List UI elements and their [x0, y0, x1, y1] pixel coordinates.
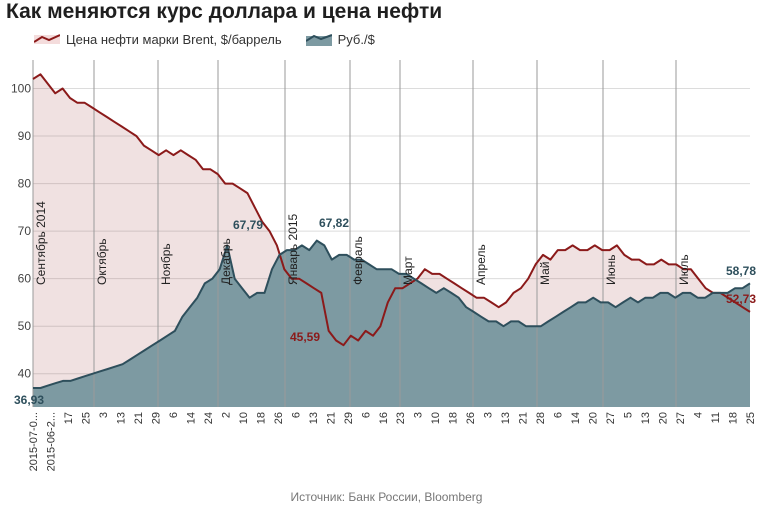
- x-tick-label: 13: [640, 412, 652, 424]
- x-tick-label: 3: [98, 412, 110, 418]
- x-tick-label: 6: [553, 412, 565, 418]
- month-labels: Сентябрь 2014 Октябрь Ноябрь Декабрь Январь …: [34, 201, 691, 285]
- y-tick-label: 90: [18, 129, 32, 143]
- x-tick-label: 18: [255, 412, 267, 424]
- legend-item-rub[interactable]: Руб./$: [305, 31, 375, 47]
- month-label: Декабрь: [219, 238, 233, 285]
- x-tick-label: 13: [308, 412, 320, 424]
- y-tick-label: 50: [18, 319, 32, 333]
- data-label: 67,82: [319, 216, 349, 230]
- month-label: Июнь: [604, 254, 618, 285]
- data-label: 45,59: [290, 330, 320, 344]
- data-label: 58,78: [726, 264, 756, 278]
- data-label: 36,93: [14, 393, 44, 407]
- source-note: Источник: Банк России, Bloomberg: [290, 490, 483, 504]
- oil-price-line: [32, 73, 751, 347]
- x-tick-label: 2015-07-0...: [28, 412, 40, 471]
- rub-line: [33, 239, 751, 389]
- rub-usd-line: [33, 239, 751, 389]
- x-tick-label: 13: [115, 412, 127, 424]
- x-tick-label: 10: [238, 412, 250, 424]
- x-tick-label: 6: [290, 412, 302, 418]
- x-tick-label: 6: [360, 412, 372, 418]
- x-tick-label: 5: [623, 412, 635, 418]
- legend-item-oil[interactable]: Цена нефти марки Brent, $/баррель: [34, 32, 282, 47]
- x-tick-label: 4: [693, 412, 705, 418]
- month-dividers: [32, 60, 677, 407]
- month-label: Октябрь: [95, 238, 109, 285]
- x-tick-label: 10: [430, 412, 442, 424]
- month-label: Март: [401, 256, 415, 285]
- x-tick-label: 2015-06-2...: [45, 412, 57, 471]
- data-label: 52,73: [726, 292, 756, 306]
- data-labels: 36,93 67,79 67,82 45,59 58,78 52,73: [14, 216, 756, 407]
- x-tick-label: 21: [518, 412, 530, 424]
- rub-area: [33, 240, 750, 407]
- legend: Цена нефти марки Brent, $/баррель Руб./$: [34, 30, 399, 48]
- x-tick-label: 18: [448, 412, 460, 424]
- month-label: Ноябрь: [159, 243, 173, 285]
- x-tick-label: 23: [395, 412, 407, 424]
- rub-area-fill: [33, 240, 750, 407]
- chart-title: Как меняются курс доллара и цена нефти: [6, 0, 443, 23]
- data-label: 67,79: [233, 218, 263, 232]
- rub-legend-icon: [305, 34, 332, 46]
- x-axis: 2015-07-0... 2015-06-2... 17 25 3 13 21 29 6 14 24…: [28, 412, 757, 471]
- x-tick-label: 20: [658, 412, 670, 424]
- x-tick-label: 11: [710, 412, 722, 423]
- x-tick-label: 21: [133, 412, 145, 424]
- y-tick-label: 80: [18, 177, 32, 191]
- x-tick-label: 24: [203, 412, 215, 424]
- x-tick-label: 29: [150, 412, 162, 424]
- month-label: Февраль: [351, 236, 365, 285]
- x-tick-label: 2: [220, 412, 232, 418]
- legend-label-rub: Руб./$: [337, 31, 375, 47]
- x-tick-label: 26: [465, 412, 477, 424]
- oil-line: [32, 73, 751, 347]
- x-tick-label: 3: [413, 412, 425, 418]
- month-label: Апрель: [474, 244, 488, 285]
- month-label: Июль: [677, 254, 691, 285]
- x-tick-label: 27: [675, 412, 687, 424]
- x-tick-label: 14: [185, 412, 197, 424]
- x-tick-label: 20: [588, 412, 600, 424]
- x-tick-label: 6: [168, 412, 180, 418]
- month-label: Январь 2015: [286, 214, 300, 285]
- y-axis: 40 50 60 70 80 90 100: [11, 82, 31, 381]
- x-tick-label: 18: [728, 412, 740, 424]
- x-tick-label: 3: [483, 412, 495, 418]
- x-tick-label: 28: [535, 412, 547, 424]
- y-tick-label: 70: [18, 224, 32, 238]
- y-tick-label: 100: [11, 82, 31, 96]
- x-tick-label: 13: [500, 412, 512, 424]
- x-tick-label: 17: [63, 412, 75, 424]
- oil-legend-icon: [34, 34, 60, 44]
- y-tick-label: 40: [18, 367, 32, 381]
- month-label: Сентябрь 2014: [34, 201, 48, 285]
- month-label: Май: [538, 261, 552, 285]
- x-tick-label: 25: [80, 412, 92, 424]
- x-tick-label: 27: [605, 412, 617, 424]
- x-tick-label: 25: [745, 412, 757, 424]
- x-tick-label: 29: [343, 412, 355, 424]
- y-tick-label: 60: [18, 272, 32, 286]
- x-tick-label: 26: [273, 412, 285, 424]
- x-tick-label: 21: [325, 412, 337, 424]
- x-tick-label: 14: [570, 412, 582, 424]
- x-tick-label: 16: [378, 412, 390, 424]
- legend-label-oil: Цена нефти марки Brent, $/баррель: [66, 31, 282, 47]
